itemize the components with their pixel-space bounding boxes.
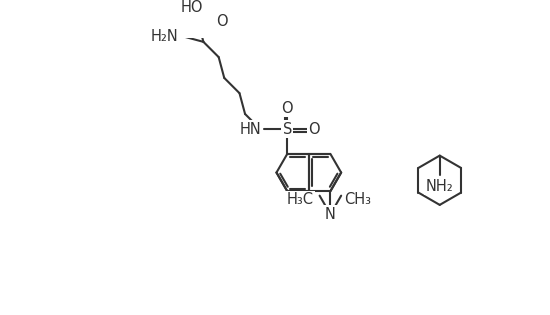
Text: O: O (282, 101, 293, 116)
Text: S: S (283, 122, 292, 137)
Text: O: O (216, 14, 228, 29)
Text: HO: HO (180, 0, 203, 15)
Text: CH₃: CH₃ (344, 192, 371, 207)
Text: HN: HN (240, 122, 262, 137)
Text: N: N (325, 207, 336, 222)
Text: H₂N: H₂N (151, 29, 179, 44)
Text: O: O (309, 122, 320, 137)
Text: NH₂: NH₂ (426, 179, 454, 194)
Text: H₃C: H₃C (287, 192, 314, 207)
